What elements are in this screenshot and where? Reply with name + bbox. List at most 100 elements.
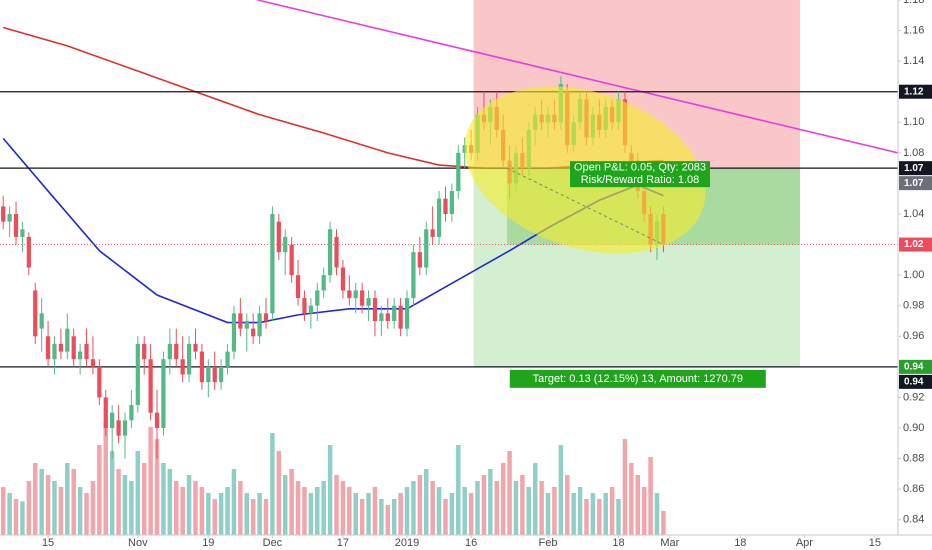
volume-bar xyxy=(385,505,391,535)
y-tick-label: 1.00 xyxy=(903,269,924,281)
candle-body xyxy=(417,252,422,268)
candle-body xyxy=(308,305,313,314)
y-tick-label: 1.14 xyxy=(903,55,924,67)
x-tick-label: 2019 xyxy=(395,537,419,549)
candle-body xyxy=(219,366,224,383)
time-axis xyxy=(0,535,932,550)
target-label: Target: 0.13 (12.15%) 13, Amount: 1270.7… xyxy=(533,373,743,385)
candle-body xyxy=(283,236,288,253)
y-tick-label: 1.10 xyxy=(903,116,924,128)
candle-body xyxy=(33,290,38,337)
volume-bar xyxy=(225,487,230,535)
volume-bar xyxy=(488,469,493,535)
price-label-box xyxy=(899,84,932,99)
candle-body xyxy=(404,298,410,329)
candle-body xyxy=(199,351,205,383)
volume-bar xyxy=(218,493,224,535)
volume-bar xyxy=(90,481,96,535)
volume-bar xyxy=(33,463,38,535)
price-label: 0.94 xyxy=(904,361,924,372)
candle-body xyxy=(186,343,192,375)
volume-bar xyxy=(116,469,121,535)
candle-body xyxy=(372,298,378,321)
axes: 1.18 1.16 1.14 1.10 1.08 1.04 1.00 0.98 0.96 0.92… xyxy=(42,0,932,549)
candle-body xyxy=(456,152,461,192)
volume-bar xyxy=(449,493,455,535)
candle-body xyxy=(52,343,57,360)
volume-bar xyxy=(58,487,64,535)
y-tick-label: 1.16 xyxy=(903,24,924,36)
candle-body xyxy=(110,412,115,428)
price-label-box xyxy=(899,161,932,176)
price-label: 0.94 xyxy=(904,376,924,387)
volume-bar xyxy=(494,481,499,535)
candle-body xyxy=(289,244,294,276)
volume-bar xyxy=(154,439,160,535)
volume-bar xyxy=(263,499,269,535)
volume-bar xyxy=(13,499,19,535)
candle-body xyxy=(7,214,12,222)
volume-bar xyxy=(289,469,294,535)
volume-bar xyxy=(52,481,57,535)
volume-bar xyxy=(532,463,538,535)
candle-body xyxy=(411,252,416,299)
indicator-line xyxy=(257,0,899,154)
volume-bar xyxy=(590,493,596,535)
volume-bar xyxy=(0,487,6,535)
candle-body xyxy=(347,290,352,299)
volume-bar xyxy=(295,481,301,535)
price-label-box xyxy=(899,176,932,191)
volume-bar xyxy=(411,481,416,535)
price-label-box xyxy=(899,359,932,374)
candle-body xyxy=(340,267,346,291)
candle-body xyxy=(327,229,333,276)
volume-bar xyxy=(545,493,551,535)
candle-body xyxy=(161,359,166,428)
target-label-box xyxy=(509,369,766,388)
volume-bar xyxy=(206,493,211,535)
candle-body xyxy=(154,412,160,428)
volume-bar xyxy=(65,463,70,535)
candle-body xyxy=(1,206,6,222)
candle-body xyxy=(78,351,83,360)
volume-bar xyxy=(443,499,448,535)
y-tick-label: 0.84 xyxy=(903,514,924,526)
candle-body xyxy=(167,343,172,360)
volume-bar xyxy=(635,475,641,535)
volume-bar xyxy=(430,481,435,535)
volume-bar xyxy=(648,457,653,535)
volume-bar xyxy=(622,439,628,535)
volume-bar xyxy=(654,493,660,535)
price-label: 1.12 xyxy=(904,86,924,97)
candle-body xyxy=(302,298,307,314)
candle-body xyxy=(398,305,403,329)
volume-bar xyxy=(558,445,564,535)
volume-bar xyxy=(436,487,442,535)
candle-body xyxy=(212,366,217,383)
candle-body xyxy=(26,236,31,268)
price-label: 1.07 xyxy=(904,163,924,174)
volume-bar xyxy=(39,469,44,535)
volume-bar xyxy=(231,469,237,535)
candle-body xyxy=(13,214,19,237)
candle-body xyxy=(116,420,121,436)
volume-bar xyxy=(526,487,532,535)
candle-body xyxy=(84,343,89,360)
volume-bar xyxy=(507,451,512,535)
candle-body xyxy=(174,343,179,360)
price-label: 1.07 xyxy=(904,178,924,189)
candle-body xyxy=(315,290,320,306)
volume-bar xyxy=(359,499,365,535)
x-tick-label: 16 xyxy=(465,537,477,549)
x-tick-label: 15 xyxy=(42,537,54,549)
volume-bar xyxy=(45,475,51,535)
candle-body xyxy=(366,298,371,306)
candle-body xyxy=(334,236,339,268)
candle-body xyxy=(270,214,275,314)
candle-body xyxy=(129,405,134,421)
volume-bar xyxy=(565,475,570,535)
volume-bar xyxy=(379,499,384,535)
volume-bar xyxy=(571,493,576,535)
volume-bar xyxy=(513,481,519,535)
